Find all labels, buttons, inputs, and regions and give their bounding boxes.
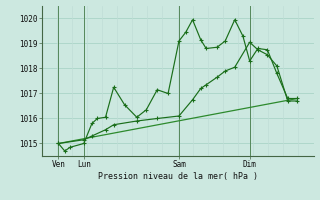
X-axis label: Pression niveau de la mer( hPa ): Pression niveau de la mer( hPa ) (98, 172, 258, 181)
